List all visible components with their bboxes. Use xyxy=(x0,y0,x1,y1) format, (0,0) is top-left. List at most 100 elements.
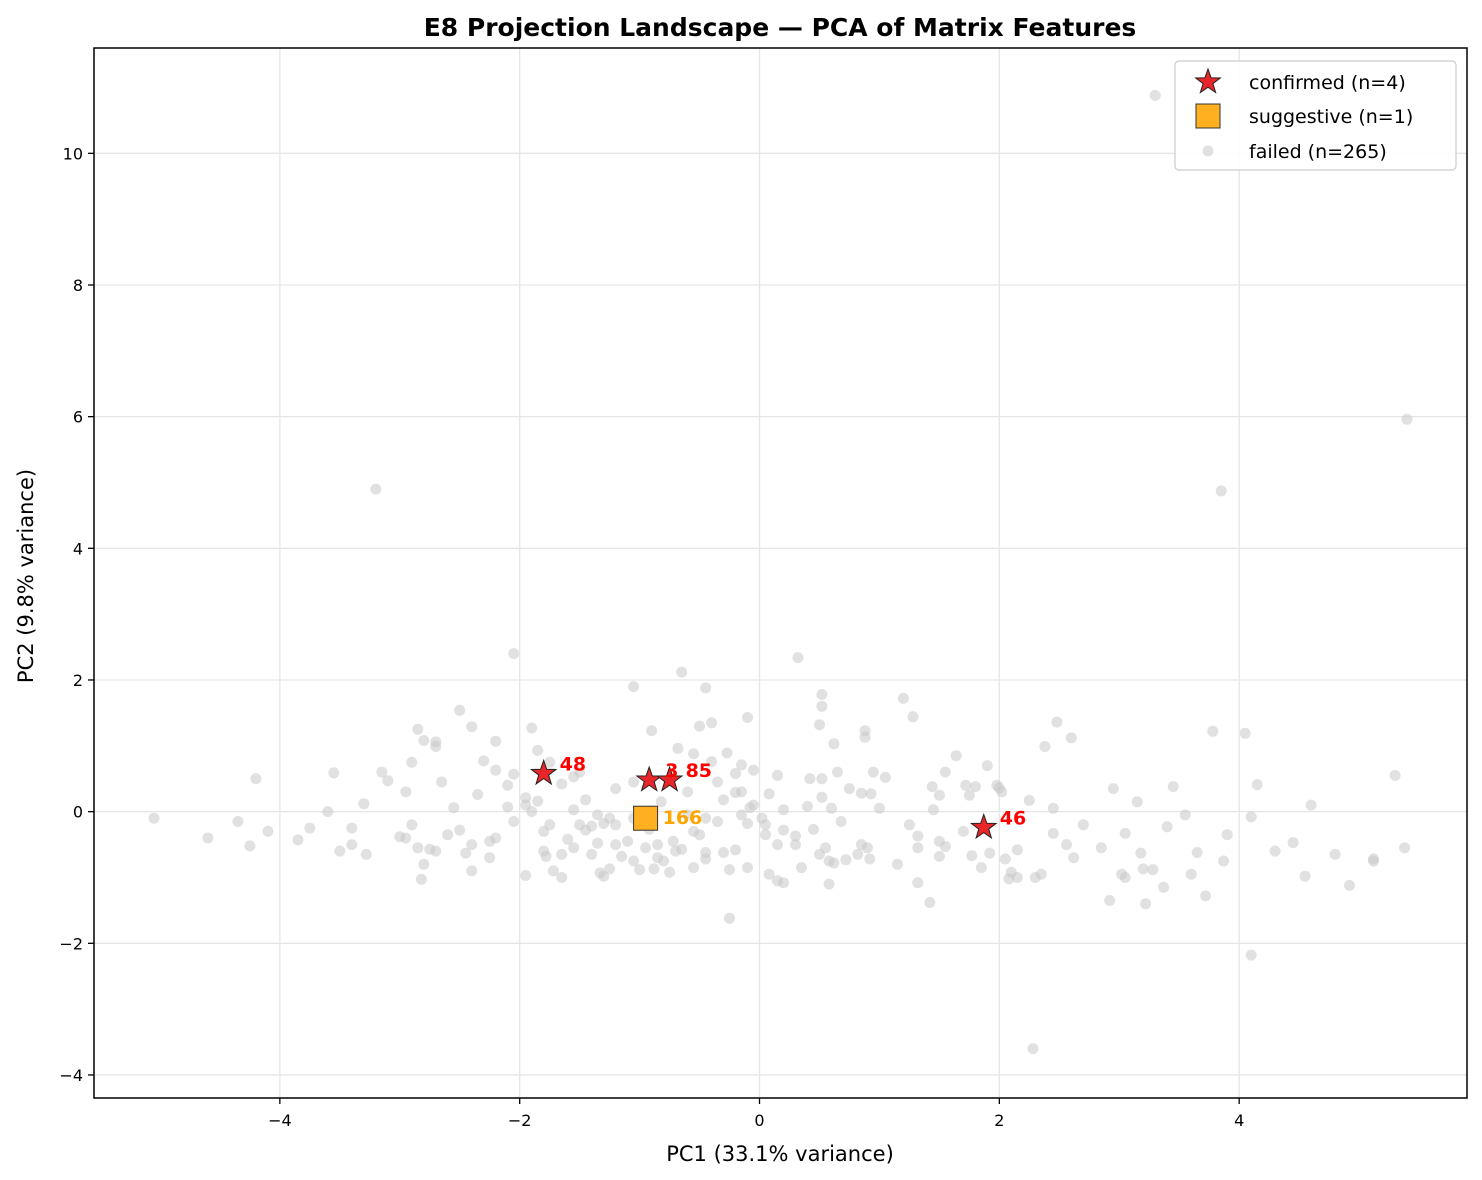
failed-point xyxy=(828,857,840,869)
failed-point xyxy=(250,773,262,785)
failed-point xyxy=(924,897,936,908)
failed-point xyxy=(568,771,580,783)
failed-point xyxy=(891,858,903,870)
y-axis-ticks: −4 −2 0 2 4 6 8 10 xyxy=(59,144,94,1085)
failed-point xyxy=(430,845,442,857)
failed-point xyxy=(1167,781,1179,793)
failed-point xyxy=(400,832,412,844)
x-tick-label: 0 xyxy=(754,1111,764,1130)
failed-point xyxy=(472,789,484,800)
y-axis-label: PC2 (9.8% variance) xyxy=(14,469,38,683)
failed-point xyxy=(628,681,640,693)
failed-point xyxy=(721,747,733,759)
failed-point xyxy=(840,854,852,866)
failed-point xyxy=(484,852,496,864)
failed-point xyxy=(1191,847,1203,858)
failed-point xyxy=(816,689,828,700)
failed-point xyxy=(1065,732,1077,744)
failed-point xyxy=(744,802,756,814)
failed-point xyxy=(694,829,706,841)
failed-point xyxy=(556,778,568,790)
failed-point xyxy=(706,756,718,768)
failed-point xyxy=(442,829,454,841)
failed-point xyxy=(454,704,466,716)
failed-point xyxy=(556,848,568,860)
failed-point xyxy=(855,787,867,799)
failed-point xyxy=(358,798,370,810)
y-tick-label: 2 xyxy=(73,671,83,690)
failed-point xyxy=(526,806,538,818)
failed-point xyxy=(540,850,552,862)
failed-point xyxy=(1215,485,1227,497)
failed-point xyxy=(933,850,945,862)
failed-point xyxy=(760,829,771,841)
failed-point xyxy=(568,804,580,816)
failed-point xyxy=(864,853,876,865)
failed-point xyxy=(1200,890,1212,902)
failed-point xyxy=(975,862,987,874)
legend-circle-icon xyxy=(1202,145,1214,157)
failed-point xyxy=(568,842,580,854)
failed-point xyxy=(670,845,682,857)
failed-point xyxy=(718,847,729,858)
failed-point xyxy=(478,755,490,767)
failed-point xyxy=(1119,872,1131,883)
failed-point xyxy=(804,773,816,785)
y-tick-label: 0 xyxy=(73,803,83,822)
failed-point xyxy=(232,816,244,827)
point-label: 48 xyxy=(560,753,586,775)
failed-point xyxy=(748,764,759,776)
confirmed-points xyxy=(529,758,998,840)
failed-point xyxy=(652,839,664,851)
failed-point xyxy=(262,825,274,837)
failed-point xyxy=(622,835,634,847)
point-label: 46 xyxy=(1000,807,1026,829)
failed-point xyxy=(244,840,256,852)
failed-point xyxy=(502,801,514,813)
failed-point xyxy=(879,771,891,783)
failed-point xyxy=(667,835,679,847)
failed-point xyxy=(430,741,442,752)
confirmed-point xyxy=(655,765,684,792)
chart-title: E8 Projection Landscape — PCA of Matrix … xyxy=(424,13,1137,42)
confirmed-point xyxy=(969,812,998,840)
failed-point xyxy=(592,809,604,821)
failed-point xyxy=(1185,868,1197,880)
x-tick-label: 4 xyxy=(1234,1111,1244,1130)
failed-point xyxy=(544,819,556,831)
failed-point xyxy=(418,735,430,746)
failed-point xyxy=(912,877,924,889)
failed-point xyxy=(610,839,622,851)
failed-point xyxy=(682,809,694,821)
failed-point xyxy=(832,766,843,778)
legend-box xyxy=(1174,60,1457,171)
failed-point xyxy=(640,842,652,854)
failed-point xyxy=(610,819,622,831)
failed-point xyxy=(1269,845,1281,857)
failed-point xyxy=(148,812,160,824)
failed-point xyxy=(292,834,304,846)
failed-point xyxy=(816,700,828,712)
x-tick-label: 2 xyxy=(994,1111,1004,1130)
failed-point xyxy=(772,769,783,781)
failed-point xyxy=(724,912,735,924)
failed-point xyxy=(859,731,871,743)
failed-point xyxy=(556,872,568,883)
failed-point xyxy=(828,738,840,750)
failed-point xyxy=(760,819,771,831)
failed-point xyxy=(1047,827,1059,839)
failed-point xyxy=(984,847,996,859)
point-label: 166 xyxy=(663,807,703,829)
failed-point xyxy=(742,712,753,723)
legend: confirmed (n=4) suggestive (n=1) failed (n… xyxy=(1174,60,1457,171)
failed-point xyxy=(796,862,807,874)
failed-point xyxy=(926,781,938,793)
suggestive-point xyxy=(633,805,659,831)
failed-point xyxy=(648,863,660,875)
failed-point xyxy=(1047,802,1059,814)
failed-point xyxy=(742,862,753,874)
failed-point xyxy=(1095,842,1107,854)
failed-point xyxy=(406,756,418,768)
failed-point xyxy=(1011,844,1023,856)
